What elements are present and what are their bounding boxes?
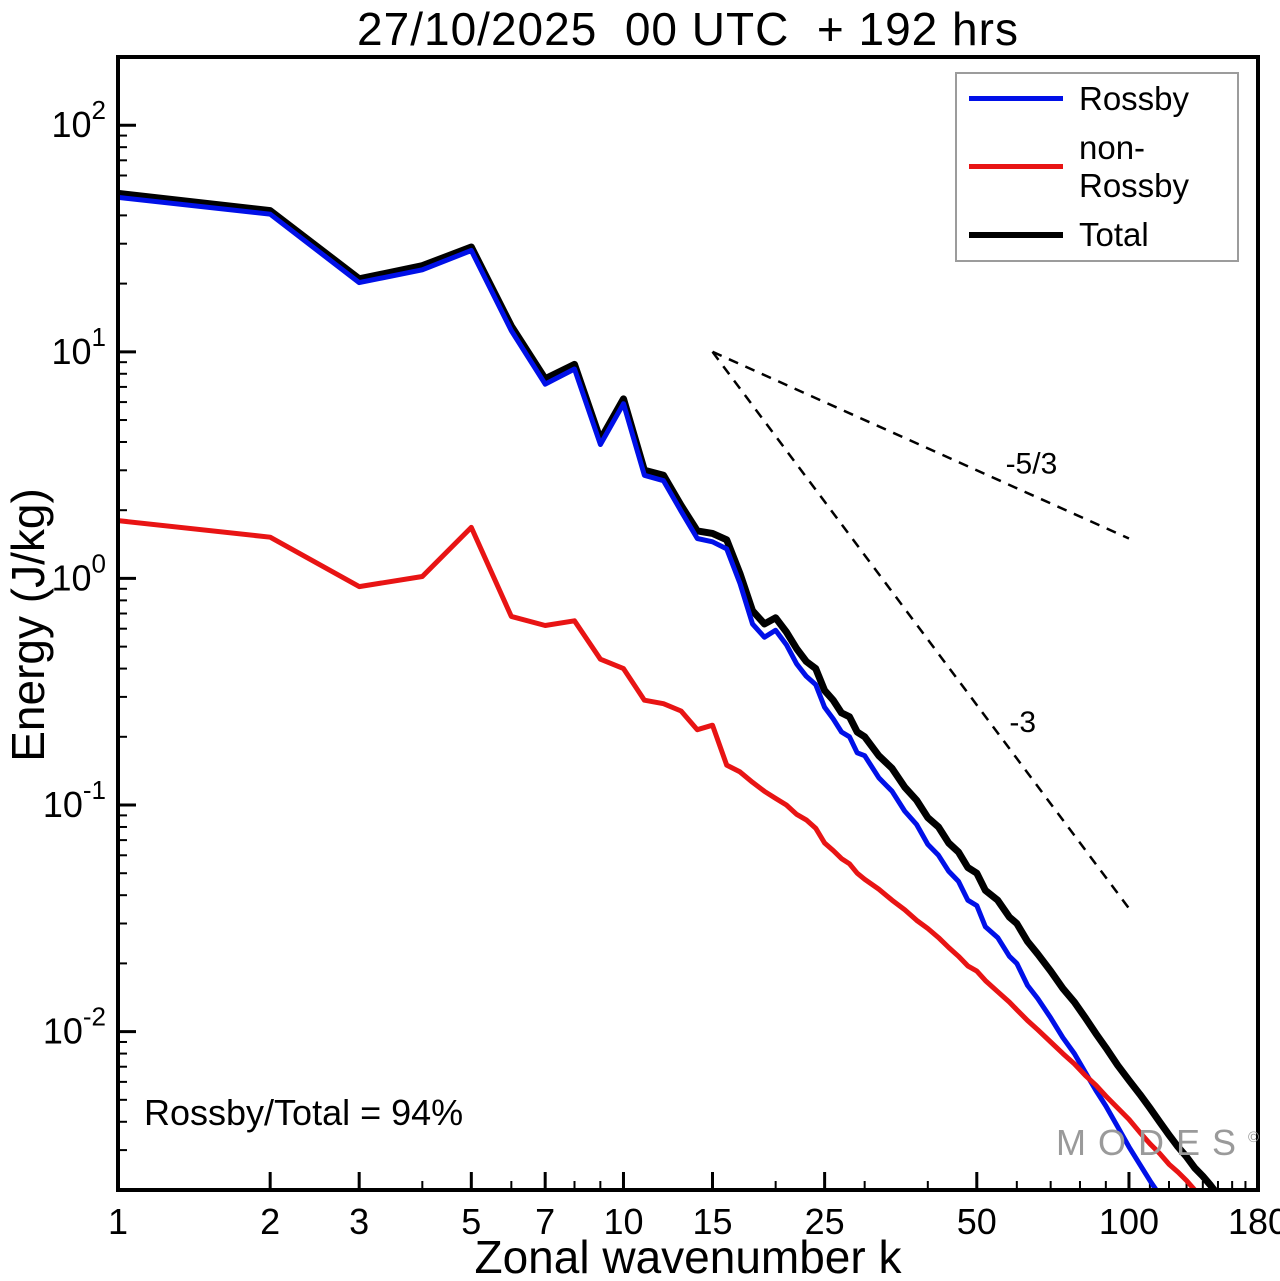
legend-entry-non-rossby: non-Rossby (957, 129, 1237, 205)
watermark-text: MODES (1056, 1122, 1249, 1163)
rossby-line-swatch (969, 96, 1063, 102)
svg-text:50: 50 (957, 1201, 997, 1242)
total-line-swatch (969, 232, 1063, 239)
y-axis-label: Energy (J/kg) (2, 488, 54, 762)
tick-labels: 1 2 3 5 7 10 15 25 50 100 180 102 101 100 10-1 10-2 (43, 95, 1280, 1242)
svg-text:180: 180 (1228, 1201, 1280, 1242)
legend-label-non-rossby: non-Rossby (1079, 128, 1190, 204)
svg-text:7: 7 (535, 1201, 555, 1242)
legend-label-total: Total (1079, 216, 1149, 254)
svg-text:5: 5 (461, 1201, 481, 1242)
legend-label-rossby: Rossby (1079, 79, 1190, 117)
series-total (118, 189, 1219, 1190)
svg-text:102: 102 (51, 95, 106, 145)
svg-text:10-1: 10-1 (43, 775, 106, 825)
reference-slope-lines: -5/3 -3 (711, 350, 1130, 910)
x-axis-label: Zonal wavenumber k (474, 1231, 902, 1281)
svg-text:25: 25 (805, 1201, 845, 1242)
slope-label: -3 (1009, 706, 1036, 739)
plot-frame (116, 55, 1260, 1192)
watermark-logo: MODES© (1056, 1122, 1259, 1164)
legend: Rossby non-Rossby Total (955, 72, 1239, 262)
copyright-icon: © (1248, 1129, 1260, 1146)
svg-text:100: 100 (51, 548, 106, 598)
series-rossby (118, 194, 1160, 1190)
slope-label: -5/3 (1006, 448, 1058, 481)
svg-text:15: 15 (692, 1201, 732, 1242)
ratio-annotation: Rossby/Total = 94% (144, 1092, 464, 1133)
svg-text:10: 10 (603, 1201, 643, 1242)
legend-entry-total: Total (957, 216, 1237, 254)
svg-text:2: 2 (260, 1201, 280, 1242)
chart-title: 27/10/2025 00 UTC + 192 hrs (357, 3, 1019, 55)
legend-entry-rossby: Rossby (957, 80, 1237, 118)
svg-text:100: 100 (1099, 1201, 1159, 1242)
svg-text:3: 3 (349, 1201, 369, 1242)
svg-text:10-2: 10-2 (43, 1002, 106, 1052)
axis-ticks (116, 123, 1260, 1190)
svg-text:1: 1 (108, 1201, 128, 1242)
series-non-rossby (118, 518, 1200, 1190)
svg-text:101: 101 (51, 322, 106, 372)
non-rossby-line-swatch (969, 164, 1063, 170)
data-series (118, 189, 1219, 1190)
